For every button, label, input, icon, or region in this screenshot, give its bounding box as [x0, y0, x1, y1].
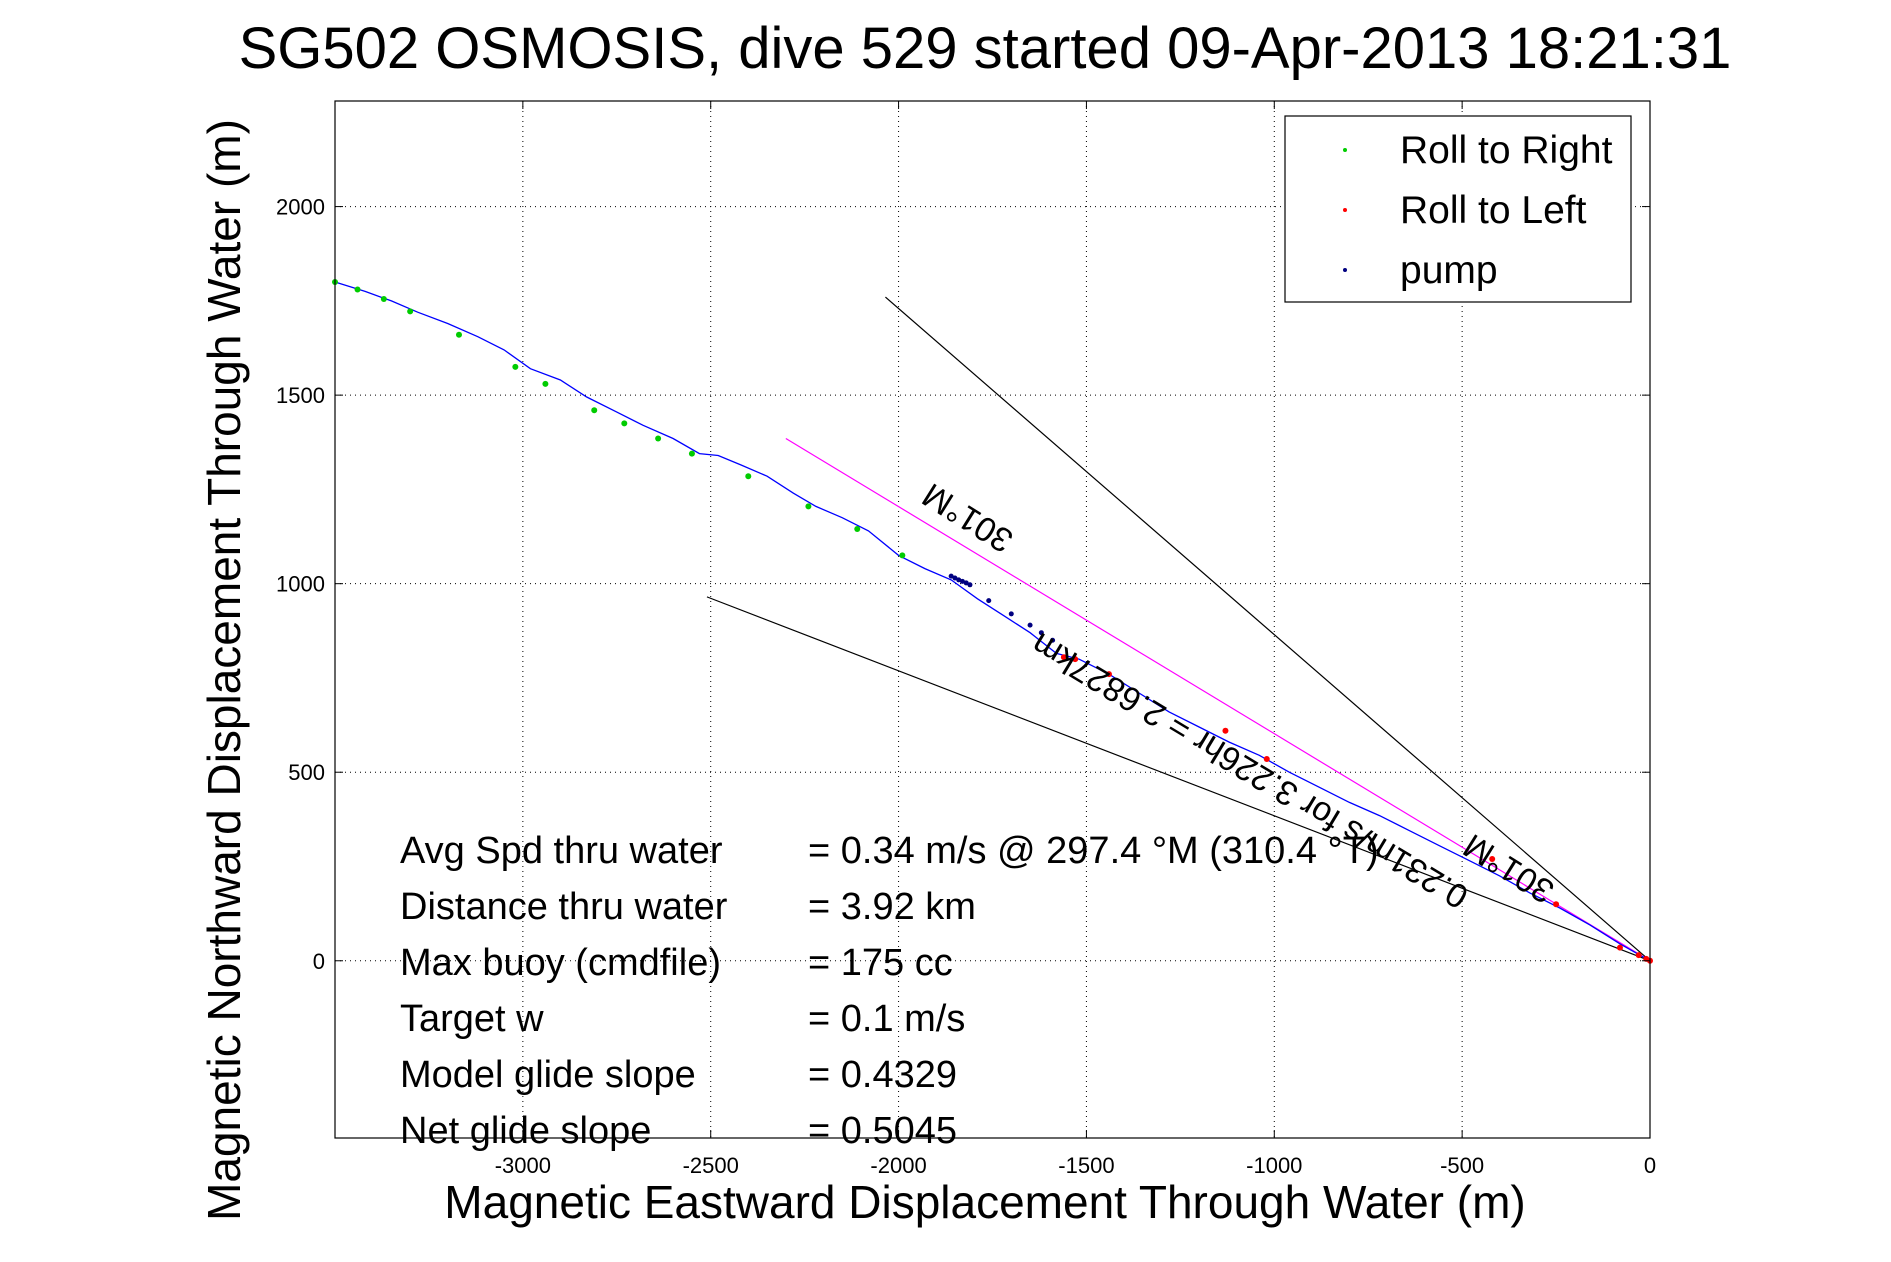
legend-marker-pump	[1343, 268, 1347, 272]
legend-marker-roll-left	[1343, 208, 1347, 212]
roll-left-point	[1616, 944, 1623, 951]
plot-frame	[334, 100, 1651, 1139]
x-tick-label: -500	[1440, 1153, 1484, 1178]
track-layer	[334, 281, 1651, 962]
pump-point	[1038, 630, 1044, 636]
pump-point	[952, 575, 958, 581]
stat-label: Max buoy (cmdfile)	[400, 942, 721, 984]
legend: Roll to Right Roll to Left pump	[1284, 115, 1632, 303]
roll-right-point	[745, 473, 752, 480]
x-tick-label: -2500	[683, 1153, 739, 1178]
roll-right-point	[621, 420, 628, 427]
stats-block: Avg Spd thru water = 0.34 m/s @ 297.4 °M…	[400, 830, 1379, 1152]
dive-track-line	[334, 281, 1651, 962]
roll-right-point	[512, 363, 519, 370]
legend-label-roll-left: Roll to Left	[1400, 189, 1587, 232]
roll-right-point	[805, 503, 812, 510]
roll-left-point	[1060, 654, 1067, 661]
stat-label: Distance thru water	[400, 886, 728, 928]
stat-label: Target w	[400, 998, 544, 1040]
roll-right-point	[407, 308, 414, 315]
roll-left-point	[1105, 671, 1112, 678]
pump-point	[948, 573, 954, 579]
stat-value: = 0.5045	[808, 1110, 957, 1152]
roll-left-point	[1489, 855, 1496, 862]
y-tick-label: 1500	[276, 383, 325, 408]
legend-label-roll-right: Roll to Right	[1400, 129, 1613, 172]
y-axis-title: Magnetic Northward Displacement Through …	[198, 119, 250, 1221]
reference-line	[706, 596, 1651, 962]
roll-right-point	[542, 380, 549, 387]
y-tick-label: 500	[288, 760, 325, 785]
roll-right-point	[380, 295, 387, 302]
roll-right-point	[354, 286, 361, 293]
roll-right-point	[655, 435, 662, 442]
stat-label: Avg Spd thru water	[400, 830, 723, 872]
stat-label: Model glide slope	[400, 1054, 696, 1096]
reference-line	[885, 296, 1651, 962]
roll-right-point	[455, 331, 462, 338]
legend-label-pump: pump	[1400, 249, 1498, 292]
pump-point	[967, 582, 973, 588]
x-tick-label: -3000	[495, 1153, 551, 1178]
roll-left-point	[1635, 952, 1642, 959]
roll-left-point	[1222, 727, 1229, 734]
x-axis-title: Magnetic Eastward Displacement Through W…	[444, 1176, 1525, 1228]
chart-title: SG502 OSMOSIS, dive 529 started 09-Apr-2…	[239, 16, 1732, 81]
stat-label: Net glide slope	[400, 1110, 651, 1152]
reference-line-layer	[706, 296, 1651, 962]
pump-point	[1050, 637, 1056, 643]
roll-left-point	[1263, 756, 1270, 763]
reference-line	[785, 437, 1651, 962]
x-tick-label: 0	[1644, 1153, 1656, 1178]
roll-right-point	[854, 525, 861, 532]
x-tick-label: -1000	[1246, 1153, 1302, 1178]
y-tick-label: 0	[313, 949, 325, 974]
x-tick-label: -1500	[1058, 1153, 1114, 1178]
stat-value: = 0.4329	[808, 1054, 957, 1096]
stat-value: = 0.34 m/s @ 297.4 °M (310.4 °T)	[808, 830, 1379, 872]
roll-right-point	[591, 407, 598, 414]
stat-value: = 3.92 km	[808, 886, 976, 928]
y-tick-label: 2000	[276, 195, 325, 220]
roll-left-point	[1072, 656, 1079, 663]
roll-right-point	[899, 552, 906, 559]
x-tick-label: -2000	[870, 1153, 926, 1178]
stat-value: = 0.1 m/s	[808, 998, 965, 1040]
legend-box	[1284, 115, 1632, 303]
stat-value: = 175 cc	[808, 942, 953, 984]
legend-marker-roll-right	[1343, 148, 1347, 152]
points-layer	[332, 279, 1653, 964]
roll-right-point	[688, 450, 695, 457]
roll-left-point	[1553, 901, 1560, 908]
pump-point	[1008, 611, 1014, 617]
pump-point	[986, 598, 992, 604]
pump-point	[959, 578, 965, 584]
pump-point	[963, 580, 969, 586]
pump-point	[1027, 622, 1033, 628]
tick-layer: -3000 -2500 -2000 -1500 -1000 -500 0 0 500 1000 15…	[276, 101, 1656, 1178]
pump-point	[956, 577, 962, 583]
y-tick-label: 1000	[276, 572, 325, 597]
